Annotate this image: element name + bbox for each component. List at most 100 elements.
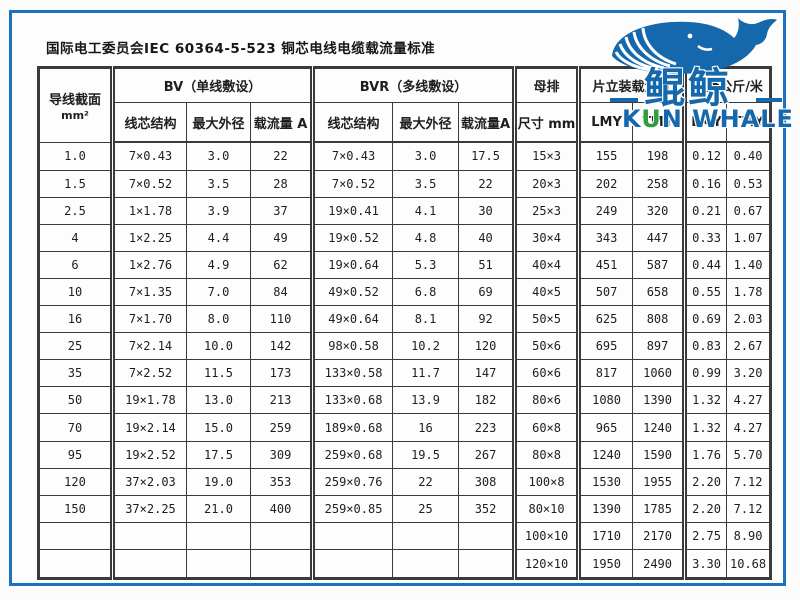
table-cell: 13.9 xyxy=(392,386,460,415)
table-cell: 6 xyxy=(38,250,113,279)
header-group-bv: BV（单线敷设） xyxy=(109,67,314,103)
table-cell: 808 xyxy=(632,305,686,334)
table-cell xyxy=(38,521,113,551)
table-cell: 92 xyxy=(458,305,516,334)
table-cell: 3.9 xyxy=(186,196,251,225)
table-cell: 259×0.76 xyxy=(310,467,394,496)
table-cell: 249 xyxy=(576,196,634,225)
table-cell: 0.69 xyxy=(682,305,728,334)
table-cell: 40×5 xyxy=(512,277,580,307)
table-cell: 100×8 xyxy=(512,467,580,496)
table-row: 1.0 7×0.43 3.0 22 7×0.43 3.0 17.5 15×3 155 198 0.1… xyxy=(38,141,772,171)
table-cell: 3.5 xyxy=(186,169,251,198)
page-title: 国际电工委员会IEC 60364-5-523 铜芯电线电缆载流量标准 xyxy=(46,41,436,57)
table-cell xyxy=(249,549,314,579)
table-cell: 25×3 xyxy=(512,196,580,225)
table-cell: 60×6 xyxy=(512,359,580,388)
table-cell: 37×2.03 xyxy=(110,467,187,496)
table-cell: 202 xyxy=(576,169,634,198)
whale-icon xyxy=(612,18,777,74)
table-cell xyxy=(310,549,394,579)
table-row: 70 19×2.14 15.0 259 189×0.68 16 223 60×8 965 1240… xyxy=(38,413,772,442)
table-cell: 19×2.14 xyxy=(110,413,187,442)
table-cell: 37 xyxy=(249,196,314,225)
table-cell: 1710 xyxy=(576,521,634,551)
table-cell: 100×10 xyxy=(512,521,580,551)
table-cell: 7×0.52 xyxy=(110,169,187,198)
table-cell: 19×0.52 xyxy=(310,223,394,252)
table-cell: 189×0.68 xyxy=(310,413,394,442)
table-cell: 0.40 xyxy=(726,141,772,171)
table-cell: 155 xyxy=(576,141,634,171)
table-cell: 5.3 xyxy=(392,250,460,279)
table-cell: 84 xyxy=(249,277,314,307)
table-cell: 2.75 xyxy=(682,521,728,551)
table-cell: 1080 xyxy=(576,386,634,415)
table-cell: 120 xyxy=(38,467,113,496)
table-cell: 1.5 xyxy=(38,169,113,198)
table-cell: 30 xyxy=(458,196,516,225)
table-cell: 20×3 xyxy=(512,169,580,198)
table-cell: 40×4 xyxy=(512,250,580,279)
table-cell: 4.8 xyxy=(392,223,460,252)
table-cell xyxy=(38,549,113,579)
table-row: 120 37×2.03 19.0 353 259×0.76 22 308 100×8 1530 1… xyxy=(38,467,772,496)
table-cell: 16 xyxy=(392,413,460,442)
table-cell: 4 xyxy=(38,223,113,252)
table-cell: 37×2.25 xyxy=(110,494,187,523)
table-cell: 150 xyxy=(38,494,113,523)
table-cell: 658 xyxy=(632,277,686,307)
logo-dash-right xyxy=(756,98,782,102)
table-cell: 25 xyxy=(38,332,113,361)
table-cell: 3.5 xyxy=(392,169,460,198)
table-cell: 1.40 xyxy=(726,250,772,279)
table-row: 50 19×1.78 13.0 213 133×0.68 13.9 182 80×6 1080 1… xyxy=(38,386,772,415)
table-cell: 587 xyxy=(632,250,686,279)
table-cell: 182 xyxy=(458,386,516,415)
table-cell xyxy=(186,549,251,579)
table-cell: 1.76 xyxy=(682,440,728,469)
table-cell: 2.5 xyxy=(38,196,113,225)
ampacity-table: 导线截面 mm² BV（单线敷设） BVR（多线敷设） 母排 片立装载流量 重量… xyxy=(37,66,773,580)
table-cell: 19.5 xyxy=(392,440,460,469)
table-cell: 1×2.76 xyxy=(110,250,187,279)
table-cell xyxy=(249,521,314,551)
header-busbar-size: 尺寸 mm xyxy=(512,102,580,143)
table-cell: 259×0.68 xyxy=(310,440,394,469)
table-row: 35 7×2.52 11.5 173 133×0.58 11.7 147 60×6 817 106… xyxy=(38,359,772,388)
table-cell: 447 xyxy=(632,223,686,252)
table-row: 4 1×2.25 4.4 49 19×0.52 4.8 40 30×4 343 447 0.33 1.… xyxy=(38,223,772,252)
header-bv-core-structure: 线芯结构 xyxy=(110,102,187,143)
header-lmy-ampacity: LMY xyxy=(576,102,634,143)
table-cell: 1240 xyxy=(632,413,686,442)
table-cell: 8.0 xyxy=(186,305,251,334)
table-cell: 120 xyxy=(458,332,516,361)
table-cell: 507 xyxy=(576,277,634,307)
table-row: 16 7×1.70 8.0 110 49×0.64 8.1 92 50×5 625 808 0.69… xyxy=(38,305,772,334)
header-lmy-weight: LMY xyxy=(682,102,728,143)
table-cell xyxy=(458,521,516,551)
table-cell: 10 xyxy=(38,277,113,307)
table-body: 1.0 7×0.43 3.0 22 7×0.43 3.0 17.5 15×3 155 198 0.1… xyxy=(38,141,772,579)
table-cell: 49 xyxy=(249,223,314,252)
table-cell: 1×2.25 xyxy=(110,223,187,252)
header-bvr-max-od: 最大外径 xyxy=(392,102,460,143)
table-cell: 2.03 xyxy=(726,305,772,334)
table-cell: 6.8 xyxy=(392,277,460,307)
table-cell: 1240 xyxy=(576,440,634,469)
table-cell: 198 xyxy=(632,141,686,171)
table-cell: 95 xyxy=(38,440,113,469)
table-cell: 8.1 xyxy=(392,305,460,334)
table-cell: 35 xyxy=(38,359,113,388)
table-cell: 695 xyxy=(576,332,634,361)
table-cell: 625 xyxy=(576,305,634,334)
table-cell: 1950 xyxy=(576,549,634,579)
table-cell: 133×0.68 xyxy=(310,386,394,415)
logo-letters-rest: N WHALE xyxy=(661,105,794,133)
table-cell: 4.27 xyxy=(726,413,772,442)
table-cell: 1390 xyxy=(576,494,634,523)
table-cell: 0.53 xyxy=(726,169,772,198)
table-cell: 353 xyxy=(249,467,314,496)
header-bvr-ampacity: 载流量A xyxy=(458,102,516,143)
table-cell: 1.07 xyxy=(726,223,772,252)
